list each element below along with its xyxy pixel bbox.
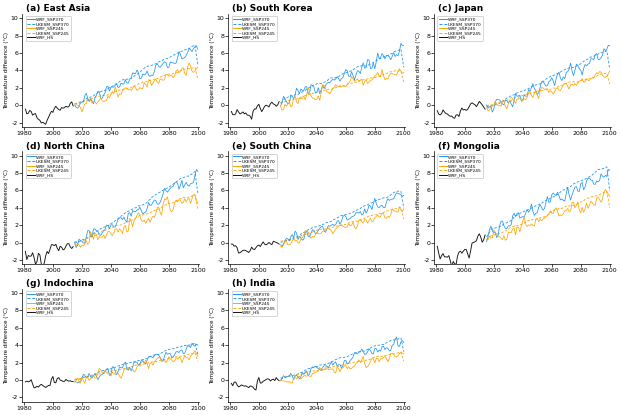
- Text: (d) North China: (d) North China: [26, 142, 105, 151]
- Y-axis label: Temperature difference (°C): Temperature difference (°C): [416, 32, 421, 109]
- Text: (g) Indochina: (g) Indochina: [26, 279, 94, 288]
- Legend: WRF_SSP370, UKESM_SSP370, WRF_SSP245, UKESM_SSP245, WRF_HS: WRF_SSP370, UKESM_SSP370, WRF_SSP245, UK…: [26, 154, 71, 178]
- Y-axis label: Temperature difference (°C): Temperature difference (°C): [4, 169, 9, 247]
- Y-axis label: Temperature difference (°C): Temperature difference (°C): [4, 32, 9, 109]
- Text: (h) India: (h) India: [232, 279, 276, 288]
- Legend: WRF_SSP370, UKESM_SSP370, WRF_SSP245, UKESM_SSP245, WRF_HS: WRF_SSP370, UKESM_SSP370, WRF_SSP245, UK…: [231, 291, 277, 316]
- Text: (f) Mongolia: (f) Mongolia: [438, 142, 499, 151]
- Y-axis label: Temperature difference (°C): Temperature difference (°C): [4, 307, 9, 384]
- Legend: WRF_SSP370, UKESM_SSP370, WRF_SSP245, UKESM_SSP245, WRF_HS: WRF_SSP370, UKESM_SSP370, WRF_SSP245, UK…: [437, 17, 483, 41]
- Text: (a) East Asia: (a) East Asia: [26, 4, 90, 13]
- Text: (e) South China: (e) South China: [232, 142, 312, 151]
- Y-axis label: Temperature difference (°C): Temperature difference (°C): [210, 307, 215, 384]
- Legend: WRF_SSP370, UKESM_SSP370, WRF_SSP245, UKESM_SSP245, WRF_HS: WRF_SSP370, UKESM_SSP370, WRF_SSP245, UK…: [26, 291, 71, 316]
- Y-axis label: Temperature difference (°C): Temperature difference (°C): [210, 32, 215, 109]
- Text: (c) Japan: (c) Japan: [438, 4, 483, 13]
- Legend: WRF_SSP370, UKESM_SSP370, WRF_SSP245, UKESM_SSP245, WRF_HS: WRF_SSP370, UKESM_SSP370, WRF_SSP245, UK…: [231, 17, 277, 41]
- Legend: WRF_SSP370, UKESM_SSP370, WRF_SSP245, UKESM_SSP245, WRF_HS: WRF_SSP370, UKESM_SSP370, WRF_SSP245, UK…: [231, 154, 277, 178]
- Y-axis label: Temperature difference (°C): Temperature difference (°C): [416, 169, 421, 247]
- Text: (b) South Korea: (b) South Korea: [232, 4, 313, 13]
- Y-axis label: Temperature difference (°C): Temperature difference (°C): [210, 169, 215, 247]
- Legend: WRF_SSP370, UKESM_SSP370, WRF_SSP245, UKESM_SSP245, WRF_HS: WRF_SSP370, UKESM_SSP370, WRF_SSP245, UK…: [26, 17, 71, 41]
- Legend: WRF_SSP370, UKESM_SSP370, WRF_SSP245, UKESM_SSP245, WRF_HS: WRF_SSP370, UKESM_SSP370, WRF_SSP245, UK…: [437, 154, 483, 178]
